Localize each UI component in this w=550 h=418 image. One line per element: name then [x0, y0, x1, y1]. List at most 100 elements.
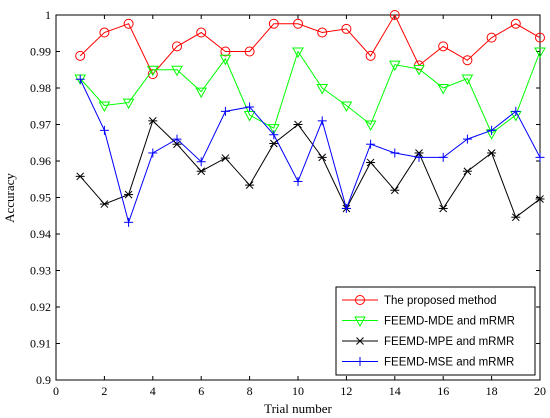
legend-item: FEEMD-MPE and mRMR [342, 336, 514, 348]
data-point [487, 149, 497, 157]
x-tick-label: 0 [53, 384, 59, 398]
y-tick-label: 0.9 [36, 373, 51, 387]
data-point [487, 125, 497, 135]
y-axis-label: Accuracy [2, 173, 17, 223]
x-tick-label: 20 [534, 384, 546, 398]
data-point [355, 295, 365, 305]
data-point [414, 152, 424, 162]
data-point [196, 157, 206, 167]
series-layer [74, 10, 546, 227]
data-point [462, 167, 472, 176]
data-point [245, 181, 255, 189]
series-3 [75, 116, 545, 222]
data-point [364, 120, 377, 132]
data-point [292, 47, 304, 59]
x-tick-label: 16 [437, 384, 449, 398]
y-tick-label: 0.91 [30, 337, 51, 351]
data-point [534, 47, 546, 59]
data-point [510, 18, 521, 29]
data-point [99, 200, 109, 208]
legend-label: FEEMD-MPE and mRMR [384, 336, 514, 348]
y-tick-label: 0.96 [30, 154, 51, 168]
data-point [196, 167, 206, 176]
legend-label: FEEMD-MDE and mRMR [384, 316, 515, 328]
data-point [75, 74, 85, 84]
data-point [124, 217, 134, 227]
data-point [389, 10, 400, 20]
data-point [355, 337, 365, 345]
data-point [293, 176, 303, 186]
data-point [535, 195, 545, 203]
series-line [79, 50, 541, 135]
data-point [75, 172, 85, 181]
data-point [269, 130, 279, 140]
series-4 [75, 74, 545, 227]
data-point [461, 74, 474, 86]
data-point [535, 152, 545, 162]
data-point [245, 102, 255, 112]
x-tick-label: 6 [198, 384, 204, 398]
data-point [220, 46, 231, 57]
data-point [390, 148, 400, 158]
legend-item: FEEMD-MDE and mRMR [342, 316, 515, 328]
data-point [75, 50, 86, 61]
data-point [195, 87, 208, 99]
legend-label: The proposed method [384, 295, 497, 307]
data-point [486, 32, 497, 43]
data-point [267, 124, 280, 135]
data-point [317, 27, 328, 38]
data-point [171, 65, 183, 77]
y-tick-label: 0.93 [30, 264, 51, 278]
data-point [438, 204, 448, 213]
data-point [123, 18, 134, 29]
data-point [354, 316, 366, 328]
data-point [99, 125, 109, 135]
data-point [293, 120, 303, 129]
x-tick-label: 10 [292, 384, 304, 398]
data-point [317, 116, 327, 126]
data-point [172, 41, 182, 52]
y-tick-label: 1 [45, 8, 51, 22]
data-point [366, 139, 376, 149]
y-tick-label: 0.99 [30, 45, 51, 59]
data-point [244, 46, 255, 57]
series-2 [74, 47, 546, 140]
x-tick-label: 4 [150, 384, 156, 398]
data-point [388, 60, 401, 72]
y-tick-label: 0.97 [30, 118, 51, 132]
data-point [316, 84, 329, 95]
y-tick-label: 0.98 [30, 81, 51, 95]
x-tick-label: 14 [389, 384, 401, 398]
data-point [438, 41, 449, 52]
x-tick-label: 12 [340, 384, 352, 398]
x-tick-label: 8 [247, 384, 253, 398]
data-point [437, 84, 450, 95]
x-tick-label: 2 [101, 384, 107, 398]
legend-item: The proposed method [342, 295, 497, 307]
legend-box [335, 286, 536, 376]
data-point [511, 106, 521, 116]
data-point [511, 213, 521, 222]
data-point [390, 186, 400, 195]
data-point [341, 23, 352, 34]
data-point [98, 101, 111, 113]
data-point [340, 101, 353, 113]
data-point [365, 50, 376, 61]
data-point [341, 203, 351, 213]
data-point [122, 98, 135, 110]
data-point [148, 148, 158, 158]
y-tick-label: 0.95 [30, 191, 51, 205]
data-point [196, 27, 207, 38]
axis-ticks: 0 2 4 6 8 10 12 14 16 18 20 0.9 0.91 0.92 0.93 0.94 0.95… [30, 8, 546, 398]
legend: The proposed method FEEMD-MDE and mRMR FEE… [335, 286, 536, 376]
data-point [413, 65, 425, 76]
data-point [243, 111, 256, 122]
legend-label: FEEMD-MSE and mRMR [384, 357, 514, 369]
x-axis-label: Trial number [264, 401, 332, 416]
data-point [317, 153, 327, 162]
data-point [535, 32, 545, 43]
data-point [124, 190, 134, 199]
legend-item: FEEMD-MSE and mRMR [342, 357, 514, 369]
data-point [220, 154, 230, 162]
data-point [148, 116, 158, 125]
